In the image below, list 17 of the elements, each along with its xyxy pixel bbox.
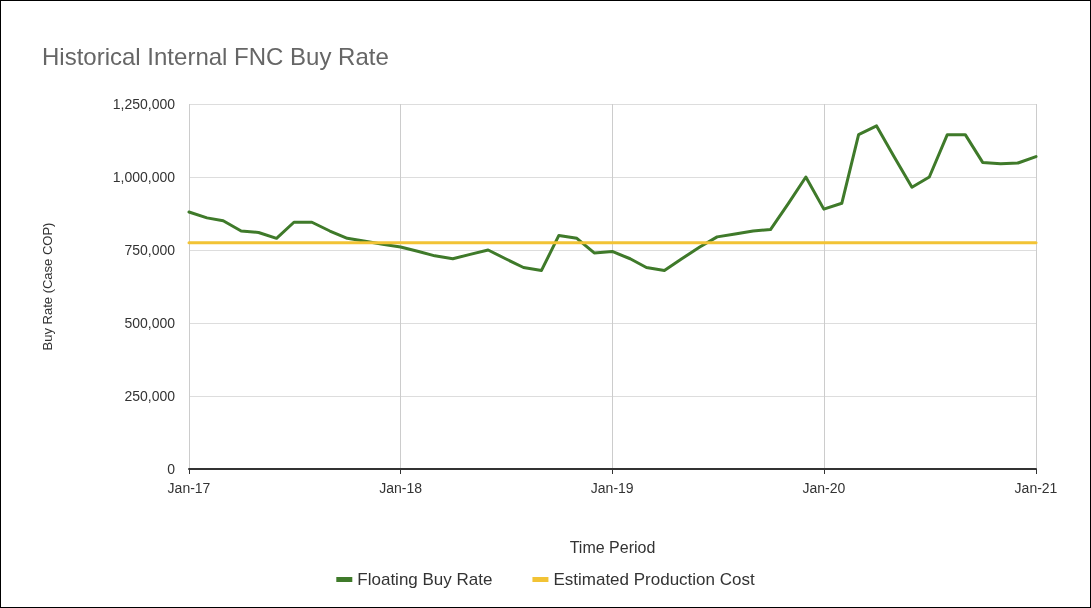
x-tick-label: Jan-18 (379, 480, 423, 496)
y-tick-label: 1,000,000 (112, 169, 176, 185)
y-tick-label: 1,250,000 (112, 96, 176, 112)
chart-title: Historical Internal FNC Buy Rate (42, 42, 389, 70)
y-tick-label: 0 (167, 461, 176, 477)
x-tick-label: Jan-21 (1014, 480, 1058, 496)
x-axis-title: Time Period (569, 538, 656, 556)
legend-label: Floating Buy Rate (357, 570, 493, 589)
x-tick-label: Jan-19 (590, 480, 634, 496)
y-axis-title: Buy Rate (Case COP) (40, 222, 55, 351)
line-series (187, 124, 1038, 272)
y-tick-label: 750,000 (124, 242, 176, 258)
x-tick-label: Jan-20 (802, 480, 846, 496)
y-tick-label: 250,000 (124, 388, 176, 404)
y-tick-label: 500,000 (124, 315, 176, 331)
x-tick-label: Jan-17 (167, 480, 211, 496)
legend-label: Estimated Production Cost (553, 570, 755, 589)
